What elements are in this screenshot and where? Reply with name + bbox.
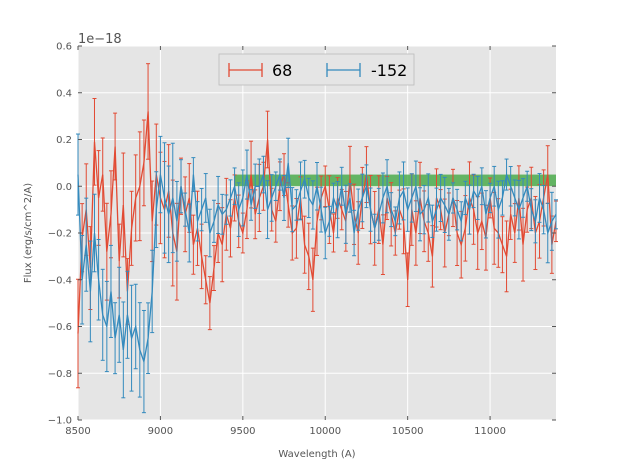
y-axis-offset: 1e−18 — [78, 32, 122, 47]
x-tick-label: 9000 — [148, 426, 173, 437]
y-tick-label: 0.2 — [56, 135, 72, 146]
series-line-1 — [77, 111, 557, 334]
x-tick-label: 8500 — [65, 426, 90, 437]
y-tick-label: −0.2 — [48, 229, 72, 240]
axis-ticks: 8500 9000 9500 10000 10500 11000 −1.0 −0.8 −0.6 −… — [48, 42, 556, 437]
legend-label-series-2: -152 — [371, 61, 407, 80]
x-tick-label: 9500 — [230, 426, 255, 437]
y-tick-label: 0.0 — [56, 182, 72, 193]
y-tick-label: −0.8 — [48, 369, 72, 380]
y-tick-label: −0.6 — [48, 322, 72, 333]
y-tick-label: −0.4 — [48, 275, 72, 286]
legend-marker-series-1 — [228, 63, 263, 77]
x-tick-label: 11000 — [474, 426, 506, 437]
y-axis-title: Flux (erg/s/cm^2/A) — [23, 183, 34, 283]
x-tick-label: 10500 — [392, 426, 424, 437]
x-axis-title: Wavelength (A) — [278, 449, 355, 460]
legend-marker-series-2 — [326, 63, 361, 77]
series-line-2 — [77, 162, 557, 365]
x-tick-label: 10000 — [309, 426, 341, 437]
highlight-band-layer — [234, 174, 556, 187]
y-tick-label: −1.0 — [48, 416, 72, 427]
y-tick-label: 0.6 — [56, 42, 72, 53]
y-tick-label: 0.4 — [56, 88, 72, 99]
series-2 — [76, 133, 558, 414]
series-layer — [76, 63, 558, 414]
legend-label-series-1: 68 — [272, 61, 292, 80]
highlight-band — [234, 174, 556, 187]
legend: 68 -152 — [218, 53, 415, 86]
